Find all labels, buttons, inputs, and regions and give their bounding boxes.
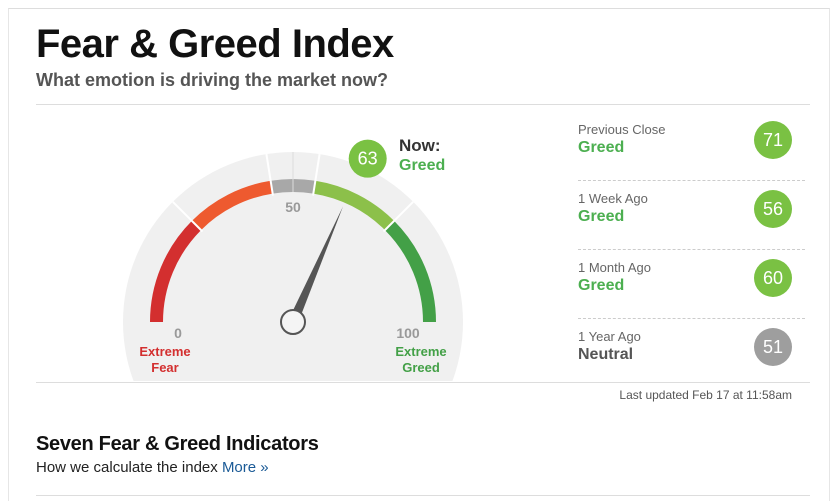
page-subtitle: What emotion is driving the market now? [36,70,389,90]
gauge-separator [172,201,204,233]
gauge-separator [382,201,414,233]
section-description: How we calculate the index [36,459,218,476]
history-row: 1 Month Ago Greed 60 [578,250,805,319]
now-label: Now: [399,136,441,155]
history-value: 60 [754,259,792,297]
history-label: 1 Year Ago [578,329,641,344]
gauge-separator [265,153,274,196]
divider [36,495,810,496]
end-label: Extreme Fear [139,344,190,375]
needle-hub [280,309,306,335]
value-bubble [348,139,387,178]
needle [288,206,344,324]
page-title: Fear & Greed Index [36,22,394,66]
history-label: 1 Week Ago [578,191,648,206]
history-rating: Greed [578,277,625,294]
gauge-band [313,180,395,231]
history-row: 1 Year Ago Neutral 51 [578,319,805,388]
history-rating: Greed [578,208,625,225]
divider [36,104,810,105]
gauge-separator [312,153,321,196]
history-row: 1 Week Ago Greed 56 [578,181,805,250]
history-rating: Greed [578,139,625,156]
history-label: 1 Month Ago [578,260,651,275]
gauge-band [150,220,202,322]
end-label: Extreme Greed [395,344,446,375]
section-title: Seven Fear & Greed Indicators [36,433,319,455]
more-link[interactable]: More » [221,459,269,476]
history-list: Previous Close Greed 71 1 Week Ago Greed 56 1 … [578,112,805,388]
history-value: 51 [754,328,792,366]
history-rating: Neutral [578,346,634,363]
now-rating: Greed [399,157,445,174]
value-label: 63 [358,149,378,169]
history-value: 56 [754,190,792,228]
tick-label: 50 [285,199,301,215]
tick-label: 0 [174,325,182,341]
gauge-band [384,220,436,322]
divider [36,382,810,383]
history-label: Previous Close [578,122,666,137]
history-value: 71 [754,121,792,159]
gauge: Now: Greed 0 50 100 Extreme Fear Extreme Greed… [123,136,463,381]
last-updated: Last updated Feb 17 at 11:58am [619,388,792,402]
tick-label: 100 [396,325,420,341]
section-text: How we calculate the index More » [36,459,269,476]
card [8,8,830,501]
history-row: Previous Close Greed 71 [578,112,805,181]
gauge-band [191,180,273,231]
